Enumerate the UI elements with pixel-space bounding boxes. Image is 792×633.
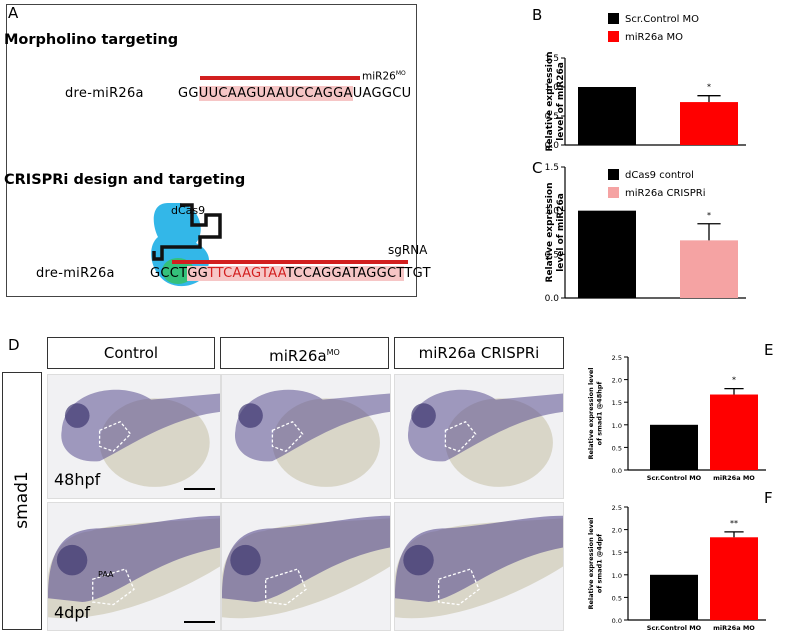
- chart-e-ylabel-line: of smad1 @48hpf: [596, 381, 604, 445]
- mo-label: miR26MO: [362, 70, 406, 83]
- chart-c-ylabel: Relative expression level of miR26a: [545, 183, 566, 283]
- col-header-crispri: miR26a CRISPRi: [394, 337, 564, 369]
- mo-gene-name: dre-miR26a: [65, 86, 144, 101]
- mo-sequence: GGUUCAAGUAAUCCAGGAUAGGCU: [178, 86, 412, 101]
- chart-f-ytick-label: 2.5: [612, 504, 622, 512]
- panel-a-letter: A: [8, 4, 19, 22]
- chart-c-legend-label-2: miR26a CRISPRi: [625, 188, 705, 199]
- chart-f-bar-2: [710, 537, 758, 620]
- chart-b-legend-label-2: miR26a MO: [625, 32, 683, 43]
- chart-f-ytick-label: 2.0: [612, 527, 622, 535]
- col-header-control: Control: [47, 337, 215, 369]
- chart-e: E 0.0 0.5 1.0 1.5 2.0 2.5 Relative expression l…: [587, 341, 773, 482]
- chart-f-ytick-label: 0.0: [612, 617, 622, 625]
- chart-e-ylabel: Relative expression level of smad1 @48hpf: [587, 368, 604, 460]
- chart-e-ytick-label: 1.0: [612, 422, 622, 430]
- chart-f-bar-1: [650, 574, 698, 620]
- chart-c-legend-swatch-1: [608, 169, 619, 180]
- embryo-image-4dpf-control: [47, 502, 221, 631]
- chart-e-xtick-label-1: Scr.Control MO: [647, 474, 702, 482]
- row-label-smad1: smad1: [12, 471, 32, 529]
- stage-label-48hpf: 48hpf: [54, 470, 101, 489]
- chart-f-ylabel: Relative expression level of smad1 @4dpf: [587, 518, 604, 610]
- chart-e-ytick-label: 1.5: [612, 399, 622, 407]
- chart-b-significance-2: *: [707, 83, 711, 92]
- chart-b-ytick-label: 0.5: [545, 112, 559, 122]
- chart-e-ytick-label: 0.5: [612, 444, 622, 452]
- morpholino-title: Morpholino targeting: [4, 32, 179, 48]
- chart-e-significance-2: *: [732, 376, 736, 385]
- chart-f-ytick-label: 1.0: [612, 572, 622, 580]
- chart-c-ylabel-line: level of miR26a: [556, 193, 566, 272]
- scale-bar-4dpf: [184, 621, 215, 623]
- stage-label-4dpf: 4dpf: [54, 603, 91, 622]
- chart-c-significance-2: *: [707, 211, 711, 220]
- chart-f-ylabel-line: of smad1 @4dpf: [596, 534, 604, 593]
- embryo-image-48hpf-crispri: [394, 374, 564, 499]
- chart-f-xtick-label-2: miR26a MO: [713, 624, 755, 632]
- chart-c-legend-swatch-2: [608, 187, 619, 198]
- chart-c-ylabel-line: Relative expression: [545, 183, 555, 283]
- scale-bar-48hpf: [184, 488, 215, 490]
- chart-b-bar-1: [578, 87, 636, 145]
- chart-c-ytick-label: 0.0: [545, 294, 560, 304]
- chart-e-ytick-label: 0.0: [612, 467, 622, 475]
- chart-e-ytick-label: 2.5: [612, 354, 622, 362]
- sgrna-label: sgRNA: [388, 243, 428, 257]
- chart-e-bar-1: [650, 424, 698, 470]
- chart-e-ylabel-line: Relative expression level: [587, 368, 595, 460]
- chart-c-ytick-label: 0.5: [545, 250, 559, 260]
- chart-f-ytick-label: 1.5: [612, 549, 622, 557]
- chart-f-xtick-label-1: Scr.Control MO: [647, 624, 702, 632]
- mo-target-bar: [200, 76, 360, 80]
- chart-b-ytick-label: 0.0: [545, 141, 560, 151]
- chart-f: F 0.0 0.5 1.0 1.5 2.0 2.5 Relative expression l…: [587, 489, 773, 632]
- chart-b-legend-swatch-1: [608, 13, 619, 24]
- embryo-image-48hpf-control: [47, 374, 221, 499]
- chart-c-letter: C: [532, 159, 542, 177]
- crispri-title: CRISPRi design and targeting: [4, 172, 246, 188]
- embryo-image-4dpf-mo: [221, 502, 391, 631]
- panel-a-frame: [6, 4, 417, 297]
- chart-c-bar-1: [578, 210, 636, 298]
- chart-e-bar-2: [710, 394, 758, 470]
- chart-f-ytick-label: 0.5: [612, 594, 622, 602]
- chart-c: C 0.0 0.5 1.0 1.5 Relative expression level of…: [532, 159, 746, 304]
- chart-b-ylabel-line: level of miR26a: [556, 62, 566, 141]
- chart-b-legend-label-1: Scr.Control MO: [625, 14, 699, 25]
- dcas9-illustration: [151, 203, 222, 287]
- chart-b-ytick-label: 1.0: [545, 83, 560, 93]
- dcas9-green-domain: [162, 258, 194, 284]
- panel-d-letter: D: [8, 336, 20, 354]
- chart-b-legend-swatch-2: [608, 31, 619, 42]
- chart-b-ylabel: Relative expression level of miR26a: [545, 52, 566, 152]
- crispri-sequence: GCCTGGTTCAAGTAATCCAGGATAGGCTTGT: [150, 266, 431, 281]
- row-label-frame: [2, 372, 42, 630]
- chart-e-ytick-label: 2.0: [612, 377, 622, 385]
- chart-b-ylabel-line: Relative expression: [545, 52, 555, 152]
- embryo-image-48hpf-mo: [221, 374, 391, 499]
- sgrna-stem-loop: [152, 203, 222, 261]
- sgrna-bar: [172, 260, 408, 264]
- chart-b-bar-2: [680, 102, 738, 145]
- chart-b-ytick-label: 1.5: [545, 54, 559, 64]
- chart-c-ytick-label: 1.0: [545, 207, 560, 217]
- chart-f-letter: F: [764, 489, 773, 507]
- chart-c-legend-label-1: dCas9 control: [625, 170, 694, 181]
- chart-f-ylabel-line: Relative expression level: [587, 518, 595, 610]
- embryo-image-4dpf-crispri: [394, 502, 564, 631]
- chart-e-xtick-label-2: miR26a MO: [713, 474, 755, 482]
- crispri-gene-name: dre-miR26a: [36, 266, 115, 281]
- chart-f-significance-2: **: [730, 519, 738, 528]
- col-header-mo: miR26aMO: [220, 337, 389, 369]
- chart-c-ytick-label: 1.5: [545, 163, 559, 173]
- chart-e-letter: E: [764, 341, 773, 359]
- chart-c-bar-2: [680, 240, 738, 298]
- paa-label: PAA: [98, 570, 114, 579]
- chart-b-letter: B: [532, 6, 542, 24]
- dcas9-label: dCas9: [171, 204, 206, 217]
